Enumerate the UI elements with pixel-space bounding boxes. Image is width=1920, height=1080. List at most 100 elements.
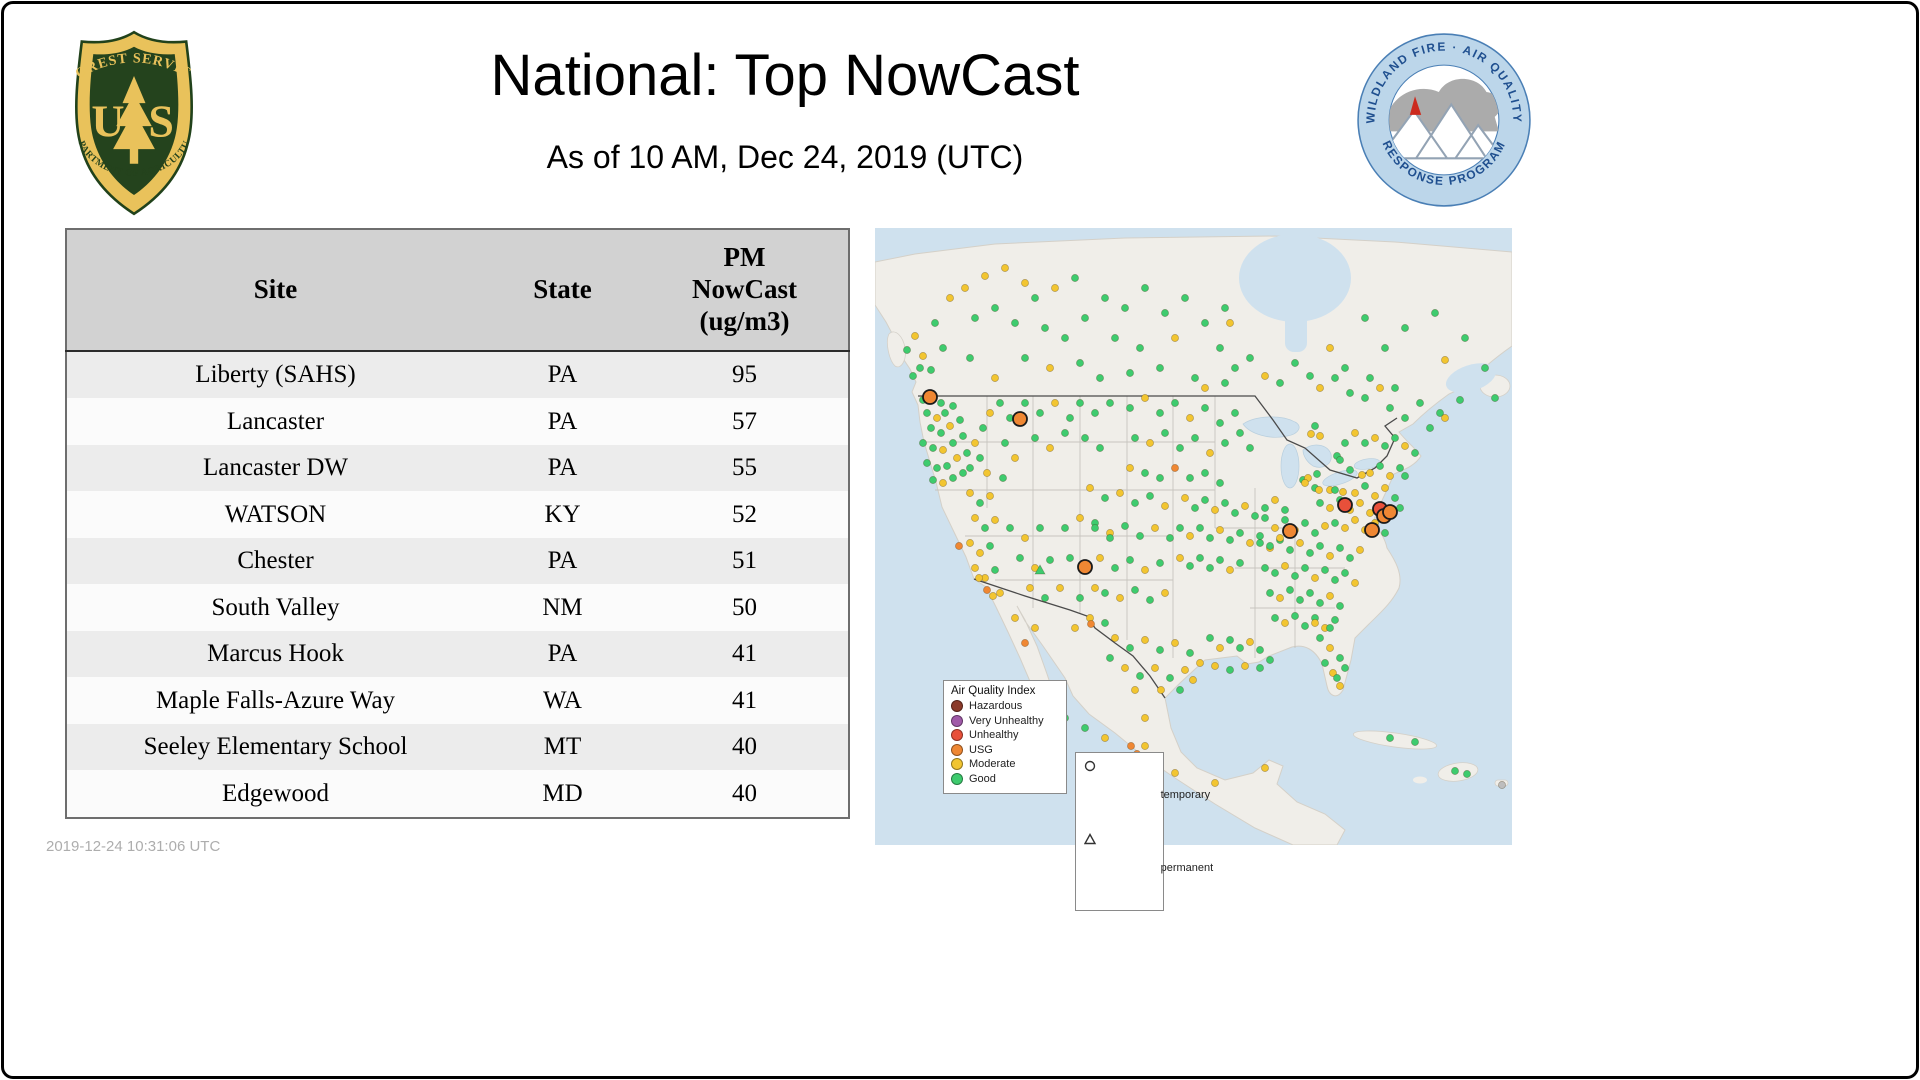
- map-point: [1031, 294, 1039, 302]
- map-point: [1046, 364, 1054, 372]
- map-point: [1241, 502, 1249, 510]
- map-point: [1206, 564, 1214, 572]
- map-point: [1146, 596, 1154, 604]
- map-point: [1136, 672, 1144, 680]
- map-point: [1111, 564, 1119, 572]
- marker-legend: temporary permanent: [1075, 752, 1213, 912]
- map-point: [1226, 666, 1234, 674]
- map-point: [1061, 334, 1069, 342]
- map-point: [1196, 524, 1204, 532]
- map-point: [1256, 646, 1264, 654]
- aqi-legend-item: Good: [951, 772, 1059, 785]
- map-point: [1216, 419, 1224, 427]
- map-point: [1171, 334, 1179, 342]
- site-cell: South Valley: [211, 593, 340, 621]
- map-point: [1001, 264, 1009, 272]
- map-point: [1386, 472, 1394, 480]
- map-top-site-marker: [1382, 504, 1398, 520]
- map-point: [989, 592, 997, 600]
- map-point: [1341, 664, 1349, 672]
- map-point: [1176, 554, 1184, 562]
- map-point: [1296, 539, 1304, 547]
- map-point: [1131, 686, 1139, 694]
- map-point: [1011, 454, 1019, 462]
- map-point: [1333, 674, 1341, 682]
- state-cell: WA: [543, 686, 582, 714]
- map-point: [1316, 384, 1324, 392]
- map-point: [1311, 529, 1319, 537]
- map-point: [1061, 429, 1069, 437]
- map-point: [949, 439, 957, 447]
- aqi-legend-item: Moderate: [951, 758, 1059, 770]
- map-point: [1106, 654, 1114, 662]
- aqi-legend-label: Good: [969, 772, 996, 785]
- map-point: [1346, 389, 1354, 397]
- map-point: [971, 439, 979, 447]
- table-row: Maple Falls-Azure Way WA 41: [66, 677, 849, 724]
- map-point: [1236, 559, 1244, 567]
- aqi-legend-label: Moderate: [969, 758, 1016, 770]
- map-point: [1171, 769, 1179, 777]
- map-point: [1171, 399, 1179, 407]
- map-point: [991, 374, 999, 382]
- map-point: [1081, 314, 1089, 322]
- map-point: [1321, 566, 1329, 574]
- table-row: Liberty (SAHS) PA 95: [66, 350, 849, 399]
- map-point: [1176, 444, 1184, 452]
- map-point: [937, 429, 945, 437]
- map-point: [1271, 614, 1279, 622]
- map-point: [1315, 486, 1323, 494]
- map-point: [1111, 334, 1119, 342]
- map-point: [1156, 646, 1164, 654]
- map-point: [991, 566, 999, 574]
- map-point: [1411, 449, 1419, 457]
- map-point: [1313, 470, 1321, 478]
- map-point: [1156, 474, 1164, 482]
- map-vancouver-island: [887, 331, 906, 368]
- map-point: [923, 459, 931, 467]
- state-cell: PA: [547, 407, 578, 435]
- map-point: [1261, 504, 1269, 512]
- map-point: [1341, 569, 1349, 577]
- table-row: Chester PA 51: [66, 537, 849, 585]
- map-point: [1366, 469, 1374, 477]
- map-point: [941, 409, 949, 417]
- forest-service-logo: FOREST SERVICE U S DEPARTMENT OF AGRICUL…: [55, 28, 193, 216]
- aqi-legend-item: Very Unhealthy: [951, 714, 1059, 727]
- state-cell: PA: [547, 361, 578, 389]
- map-point: [903, 346, 911, 354]
- site-cell: WATSON: [224, 500, 327, 528]
- map-point: [929, 476, 937, 484]
- map-point-permanent: [1034, 564, 1046, 575]
- map-point: [1126, 556, 1134, 564]
- map-point: [1391, 434, 1399, 442]
- value-cell: 41: [732, 686, 757, 714]
- map-point: [949, 402, 957, 410]
- map-point: [1261, 372, 1269, 380]
- aqi-legend-items: Hazardous Very Unhealthy Unhealthy USG Moder…: [951, 700, 1059, 785]
- map-point: [1046, 444, 1054, 452]
- map-point: [1256, 532, 1264, 540]
- map-point: [1356, 499, 1364, 507]
- map-point: [1351, 429, 1359, 437]
- map-point: [1316, 634, 1324, 642]
- map-point: [1021, 534, 1029, 542]
- map-point: [959, 432, 967, 440]
- map-point: [1361, 439, 1369, 447]
- map-point: [1336, 456, 1344, 464]
- map-point: [1326, 592, 1334, 600]
- map-point: [1311, 422, 1319, 430]
- map-point: [1231, 364, 1239, 372]
- site-cell: Lancaster DW: [202, 454, 349, 482]
- map-point: [1086, 484, 1094, 492]
- map-point: [1316, 432, 1324, 440]
- map-top-site-marker: [1282, 523, 1298, 539]
- map-point: [1326, 504, 1334, 512]
- map-point: [986, 409, 994, 417]
- map-point: [1101, 619, 1109, 627]
- value-cell: 55: [732, 454, 757, 482]
- map-point: [1236, 529, 1244, 537]
- map-point: [1416, 399, 1424, 407]
- map-point: [1181, 494, 1189, 502]
- map-point: [1101, 734, 1109, 742]
